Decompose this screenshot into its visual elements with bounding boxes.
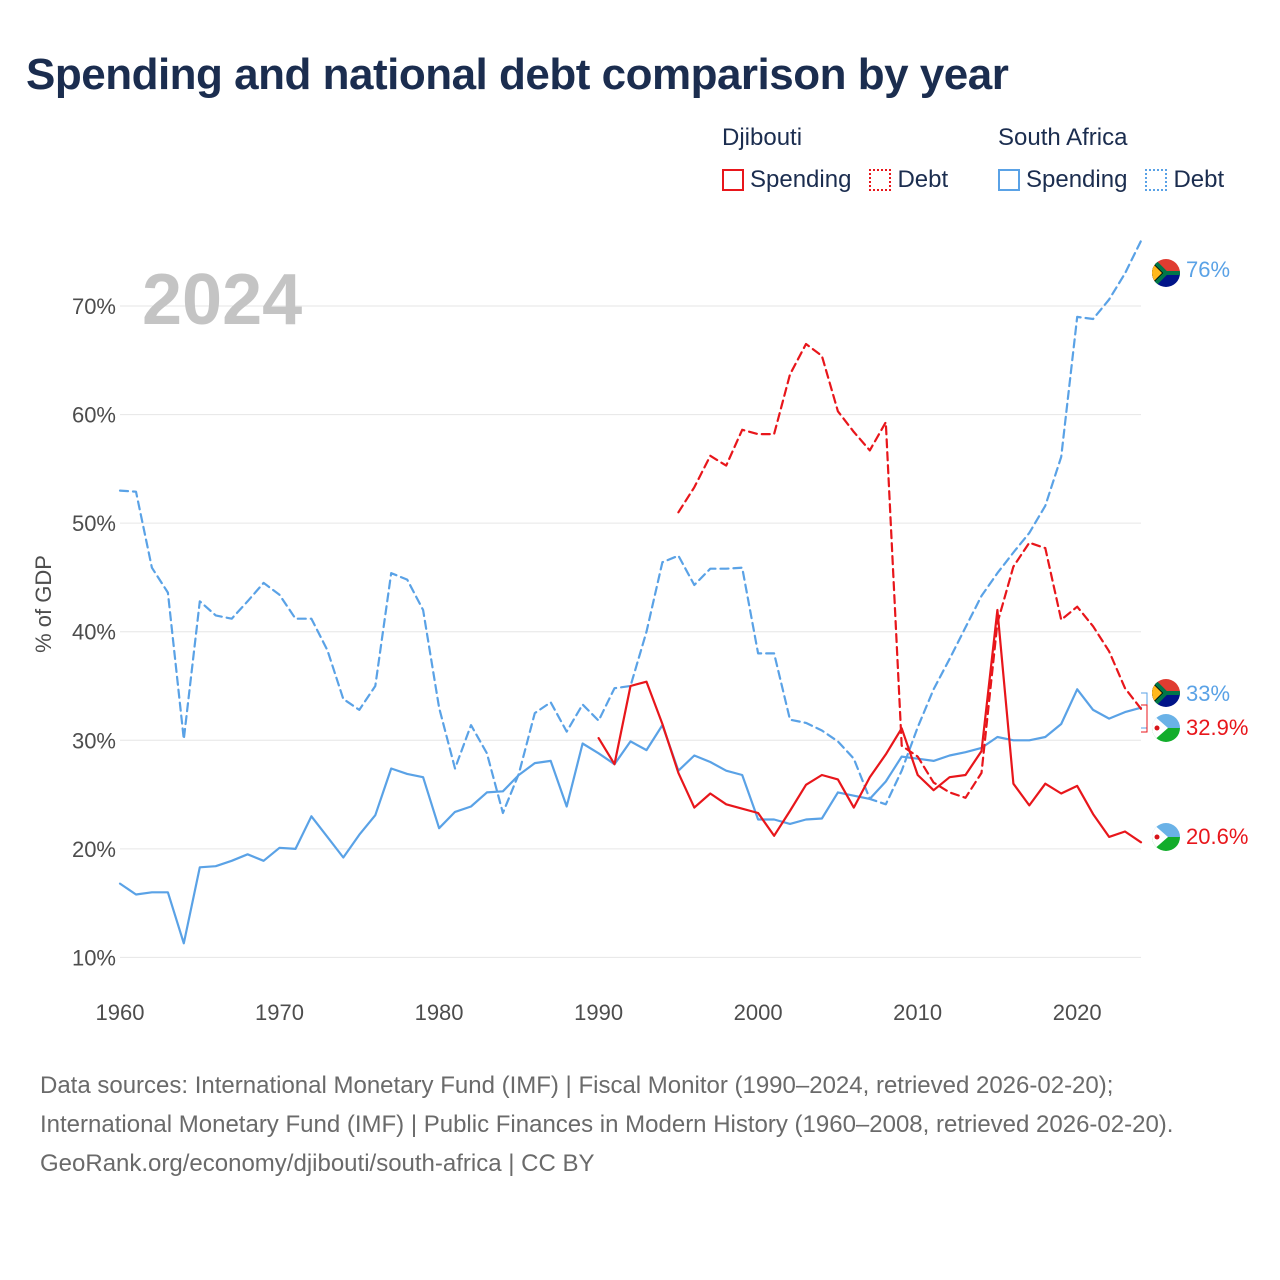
legend-item-djibouti-debt[interactable]: Debt [869, 166, 948, 194]
credit-link[interactable]: GeoRank.org/economy/djibouti/south-afric… [40, 1150, 595, 1177]
y-tick-label: 10% [72, 945, 116, 970]
x-tick-label: 1960 [96, 1000, 145, 1025]
y-tick-label: 30% [72, 728, 116, 753]
south-africa-flag-icon [1152, 679, 1180, 707]
x-tick-label: 1980 [415, 1000, 464, 1025]
series-line-south-africa-debt[interactable] [118, 239, 1143, 815]
x-tick-label: 2000 [734, 1000, 783, 1025]
y-tick-label: 50% [72, 511, 116, 536]
x-tick-label: 2010 [893, 1000, 942, 1025]
y-tick-label: 20% [72, 837, 116, 862]
x-tick-label: 1990 [574, 1000, 623, 1025]
legend-country-south-africa: South Africa [998, 124, 1128, 151]
end-label-south-africa-spending: 33% [1186, 681, 1230, 706]
legend-swatch-dotted [869, 169, 892, 191]
djibouti-flag-icon [1152, 714, 1180, 742]
y-tick-label: 40% [72, 620, 116, 645]
legend-item-south-africa-spending[interactable]: Spending [998, 166, 1127, 194]
y-tick-label: 60% [72, 403, 116, 428]
y-axis-ticks: 10% 20% 30% 40% 50% 60% 70% [72, 294, 116, 970]
label-connectors [1141, 692, 1148, 733]
y-tick-label: 70% [72, 294, 116, 319]
end-label-south-africa-debt: 76% [1186, 257, 1230, 282]
legend-item-djibouti-spending[interactable]: Spending [722, 166, 851, 194]
legend-item-south-africa-debt[interactable]: Debt [1145, 166, 1224, 194]
end-label-djibouti-spending: 20.6% [1186, 824, 1248, 849]
connector-south-africa-spending [1141, 692, 1148, 729]
line-chart: 2024 10%20%30%40%50%60%70% 1960 1970 1980 1… [31, 239, 1248, 1025]
data-sources: Data sources: International Monetary Fun… [40, 1072, 1174, 1138]
legend-label: Debt [1173, 166, 1225, 193]
gridlines [120, 305, 1141, 958]
series-line-djibouti-spending[interactable] [597, 608, 1143, 844]
djibouti-flag-icon [1152, 823, 1180, 851]
year-label: 2024 [142, 260, 302, 340]
chart-title: Spending and national debt comparison by… [26, 50, 1009, 99]
legend-label: Spending [1026, 166, 1128, 193]
y-axis-label: % of GDP [31, 555, 56, 653]
south-africa-flag-icon [1152, 259, 1180, 287]
x-tick-label: 1970 [255, 1000, 304, 1025]
series-line-djibouti-debt[interactable] [677, 342, 1143, 799]
series-lines [118, 239, 1143, 945]
x-axis-ticks: 1960 1970 1980 1990 2000 2010 2020 [96, 1000, 1102, 1025]
legend-swatch-solid [722, 169, 744, 191]
connector-djibouti-debt [1141, 704, 1148, 733]
legend-label: Debt [897, 166, 949, 193]
x-tick-label: 2020 [1053, 1000, 1102, 1025]
legend-group-south-africa: South Africa Spending Debt [998, 124, 1242, 194]
end-label-djibouti-debt: 32.9% [1186, 715, 1248, 740]
footer: Data sources: International Monetary Fun… [40, 1066, 1250, 1183]
series-line-south-africa-spending[interactable] [118, 688, 1143, 945]
legend-label: Spending [750, 166, 852, 193]
legend-group-djibouti: Djibouti Spending Debt [722, 124, 966, 194]
legend-swatch-solid [998, 169, 1020, 191]
legend-country-djibouti: Djibouti [722, 124, 803, 151]
legend-swatch-dotted [1145, 169, 1168, 191]
